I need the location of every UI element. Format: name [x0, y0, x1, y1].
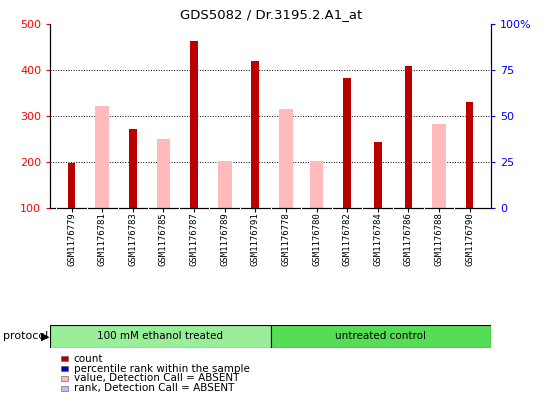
Bar: [68, 163, 75, 208]
Bar: [466, 102, 473, 208]
Bar: [279, 109, 293, 208]
Bar: [95, 106, 109, 208]
Bar: [405, 66, 412, 208]
Text: percentile rank within the sample: percentile rank within the sample: [74, 364, 249, 374]
Bar: [343, 77, 351, 208]
Bar: [271, 325, 491, 348]
Text: GSM1176783: GSM1176783: [128, 212, 137, 266]
Text: GSM1176779: GSM1176779: [67, 212, 76, 266]
Bar: [50, 325, 271, 348]
Bar: [157, 139, 170, 208]
Bar: [310, 161, 324, 208]
Text: GSM1176790: GSM1176790: [465, 212, 474, 266]
Bar: [374, 142, 382, 208]
Text: rank, Detection Call = ABSENT: rank, Detection Call = ABSENT: [74, 383, 234, 393]
Text: GSM1176778: GSM1176778: [281, 212, 290, 266]
Text: GSM1176785: GSM1176785: [159, 212, 168, 266]
Text: value, Detection Call = ABSENT: value, Detection Call = ABSENT: [74, 373, 239, 384]
Text: GSM1176787: GSM1176787: [190, 212, 199, 266]
Text: GSM1176788: GSM1176788: [435, 212, 444, 266]
Text: GSM1176784: GSM1176784: [373, 212, 382, 266]
Text: GSM1176781: GSM1176781: [98, 212, 107, 266]
Bar: [252, 61, 259, 208]
Bar: [190, 41, 198, 208]
Title: GDS5082 / Dr.3195.2.A1_at: GDS5082 / Dr.3195.2.A1_at: [180, 8, 362, 21]
Text: GSM1176791: GSM1176791: [251, 212, 260, 266]
Text: untreated control: untreated control: [335, 331, 426, 342]
Text: protocol: protocol: [3, 331, 48, 342]
Text: count: count: [74, 354, 103, 364]
Bar: [432, 124, 446, 208]
Text: GSM1176780: GSM1176780: [312, 212, 321, 266]
Bar: [218, 161, 232, 208]
Text: GSM1176789: GSM1176789: [220, 212, 229, 266]
Text: ▶: ▶: [41, 331, 49, 342]
Text: GSM1176786: GSM1176786: [404, 212, 413, 266]
Bar: [129, 129, 137, 208]
Text: 100 mM ethanol treated: 100 mM ethanol treated: [98, 331, 223, 342]
Text: GSM1176782: GSM1176782: [343, 212, 352, 266]
